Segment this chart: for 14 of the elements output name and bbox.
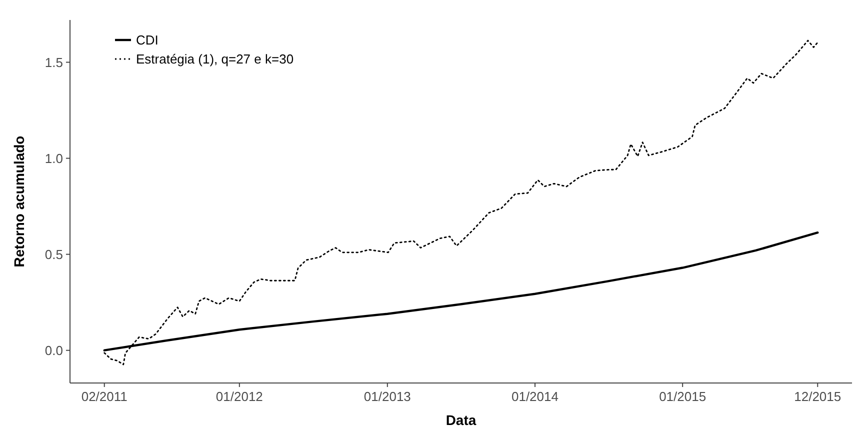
y-tick-label: 0.0 bbox=[44, 342, 63, 358]
x-tick-label: 12/2015 bbox=[794, 389, 842, 404]
legend-label: Estratégia (1), q=27 e k=30 bbox=[136, 52, 294, 67]
x-tick-label: 01/2015 bbox=[659, 389, 706, 404]
x-tick-label: 01/2014 bbox=[511, 389, 558, 404]
y-tick-label: 1.0 bbox=[44, 150, 63, 166]
y-axis-title: Retorno acumulado bbox=[11, 136, 27, 268]
x-tick-label: 01/2013 bbox=[364, 389, 411, 404]
y-tick-label: 0.5 bbox=[44, 246, 63, 262]
x-tick-label: 02/2011 bbox=[81, 389, 128, 404]
y-tick-label: 1.5 bbox=[44, 54, 63, 70]
x-tick-label: 01/2012 bbox=[216, 389, 263, 404]
legend-label: CDI bbox=[136, 32, 158, 48]
x-axis-title: Data bbox=[446, 412, 476, 428]
